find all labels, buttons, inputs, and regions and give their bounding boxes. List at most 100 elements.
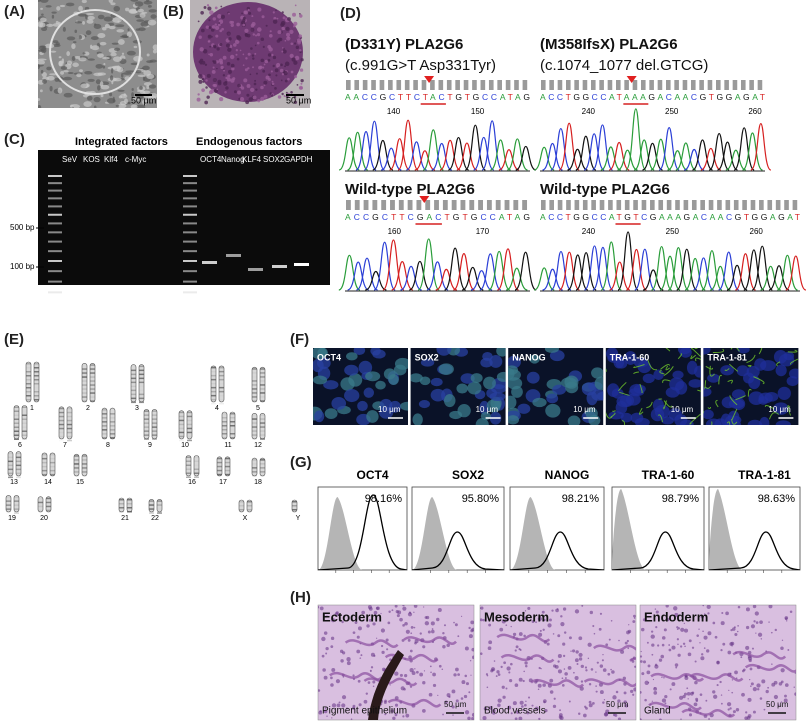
nucleus	[780, 646, 784, 651]
nucleus	[653, 686, 658, 691]
qual-bar	[691, 200, 697, 210]
membrane	[718, 374, 723, 385]
panel-label: (B)	[163, 3, 184, 20]
cell	[93, 105, 97, 108]
band	[252, 467, 257, 469]
structure	[500, 654, 555, 663]
cell	[97, 33, 106, 39]
nucleus	[489, 355, 503, 368]
qual-bar	[624, 80, 629, 90]
nucleus	[691, 646, 695, 649]
stain	[279, 68, 284, 73]
peak	[583, 133, 605, 171]
nucleus	[701, 653, 704, 656]
stain	[199, 47, 204, 52]
nucleus	[356, 635, 360, 639]
cell	[53, 43, 61, 48]
cell	[63, 70, 69, 73]
nucleus	[726, 702, 732, 707]
nucleus	[581, 605, 584, 607]
nucleus	[730, 628, 733, 632]
band	[59, 415, 64, 418]
nucleus	[677, 643, 679, 646]
cell	[131, 88, 134, 91]
position: 260	[750, 227, 764, 236]
trace-title: Wild-type PLA2G6	[345, 181, 475, 198]
cells	[410, 348, 506, 425]
qual-bar	[371, 80, 376, 90]
nucleus	[467, 381, 482, 395]
nucleus	[402, 605, 405, 607]
qual-bar	[390, 200, 395, 210]
nucleus	[317, 348, 328, 358]
nucleus	[363, 699, 368, 704]
stain	[252, 57, 255, 60]
membrane	[787, 405, 792, 416]
stain	[260, 96, 265, 102]
nucleus	[386, 648, 389, 651]
nucleus	[747, 714, 752, 718]
chromosome	[156, 498, 163, 513]
nucleus	[623, 691, 627, 695]
panel-label: (A)	[4, 3, 25, 20]
stain	[260, 58, 265, 63]
nucleus	[408, 655, 412, 660]
nucleus	[354, 621, 358, 625]
nucleus	[682, 694, 686, 699]
nucleus	[510, 712, 513, 715]
nucleus	[578, 636, 583, 641]
stain	[280, 63, 283, 67]
cell	[72, 41, 77, 44]
nucleus	[396, 614, 400, 618]
nucleus	[741, 692, 745, 697]
band	[292, 505, 297, 507]
nucleus	[471, 717, 474, 720]
nucleus	[441, 668, 444, 670]
stain	[227, 74, 231, 78]
nucleus	[608, 638, 611, 641]
nucleus	[367, 681, 371, 684]
nucleus	[592, 702, 595, 705]
band	[225, 465, 230, 468]
qual-bar	[691, 80, 696, 90]
cell	[39, 89, 43, 93]
qual-bar	[633, 200, 638, 210]
stain	[231, 67, 235, 71]
nucleus	[356, 649, 361, 654]
stain	[257, 7, 262, 12]
cell	[63, 92, 73, 98]
band	[131, 369, 136, 372]
chromosome-label: 5	[256, 405, 260, 412]
gel-band	[202, 261, 217, 264]
nucleus	[716, 684, 719, 687]
ladder-band	[183, 250, 197, 253]
cell	[87, 15, 95, 20]
stained	[612, 531, 704, 570]
band	[131, 377, 136, 380]
membrane	[712, 348, 725, 353]
nucleus	[518, 632, 523, 636]
band	[260, 384, 265, 386]
band	[26, 367, 31, 369]
peak	[708, 132, 730, 171]
band	[34, 387, 39, 389]
position: 150	[471, 107, 485, 116]
stain	[269, 30, 272, 33]
cell	[128, 101, 131, 105]
band	[252, 459, 257, 461]
band	[222, 421, 227, 423]
cell	[95, 79, 101, 85]
cell	[78, 34, 82, 40]
stain	[257, 99, 261, 103]
band	[82, 459, 87, 461]
band	[22, 414, 27, 416]
membrane	[639, 383, 643, 394]
position: 160	[388, 227, 402, 236]
nucleus	[657, 644, 660, 647]
stain	[203, 5, 207, 9]
stain	[221, 27, 224, 31]
peak	[617, 231, 639, 291]
stain	[293, 24, 296, 27]
qual-bar	[504, 200, 510, 210]
band	[67, 435, 72, 438]
